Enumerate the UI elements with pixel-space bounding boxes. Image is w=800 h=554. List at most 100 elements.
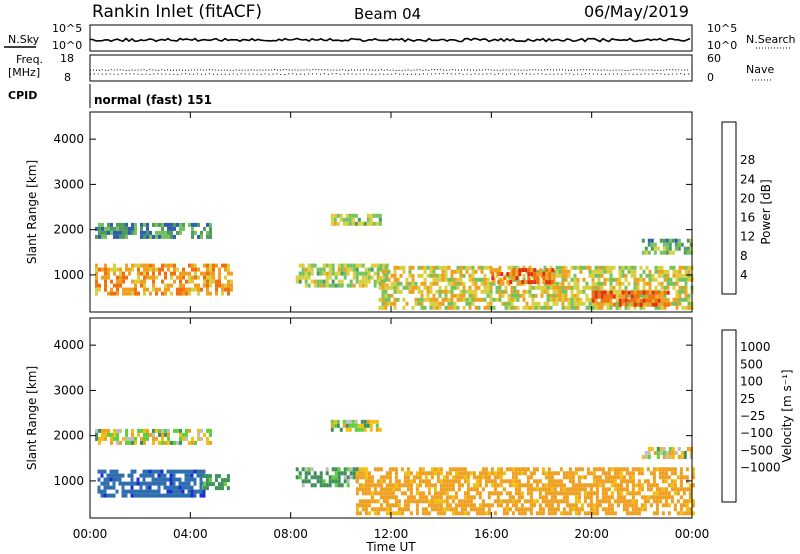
velocity-cell [619,471,623,476]
velocity-cell [547,475,551,480]
velocity-cell [460,483,464,488]
velocity-cell [517,487,521,492]
velocity-cell [451,475,455,480]
velocity-cell [445,479,449,484]
velocity-cell [505,467,509,472]
power-cell [227,283,230,288]
power-cell [609,290,613,295]
power-cell [591,294,595,299]
velocity-cell [330,423,334,428]
velocity-cell [613,467,617,472]
velocity-cell [151,469,155,474]
velocity-cell [361,507,365,512]
power-cell [447,265,451,270]
power-cell [215,279,218,284]
velocity-cell [490,503,494,508]
velocity-cell [121,473,125,478]
velocity-cell [202,489,206,494]
power-cell [110,267,113,272]
velocity-cell [322,483,326,488]
velocity-cell [586,471,590,476]
velocity-cell [364,503,368,508]
power-cell [600,290,604,295]
velocity-cell [580,503,584,508]
velocity-cell [181,493,185,498]
cpid-label: CPID [8,89,37,102]
power-cell [483,265,487,270]
velocity-cell [223,478,227,483]
velocity-cell [463,507,467,512]
power-cell [666,281,670,286]
velocity-cell [131,432,134,437]
power-cell [438,305,442,310]
velocity-cell [442,511,446,516]
power-cell [113,263,116,268]
power-cell [689,242,693,247]
power-cell [468,273,472,278]
power-cell [125,267,128,272]
velocity-ytick-label: 4000 [53,338,84,352]
power-cell [101,226,104,231]
velocity-cell [179,432,182,437]
power-cell [459,289,463,294]
power-cell [603,265,607,270]
velocity-cell [475,483,479,488]
velocity-cell [367,475,371,480]
velocity-cell [622,503,626,508]
velocity-cell [691,471,695,476]
velocity-cell [601,487,605,492]
power-cell [624,305,628,310]
power-cell [518,268,522,273]
power-cell [597,281,601,286]
velocity-cell [382,475,386,480]
velocity-cell [481,471,485,476]
power-cell [609,297,613,302]
power-cell [533,268,537,273]
velocity-cell [619,491,623,496]
power-cell [420,293,424,298]
power-cell [393,269,397,274]
power-cell [618,269,622,274]
velocity-cell [310,483,314,488]
velocity-cell [137,432,140,437]
velocity-cell [131,428,134,433]
power-cell [486,293,490,298]
power-cell [355,263,359,268]
power-cell [399,289,403,294]
power-cell [104,271,107,276]
power-cell [483,305,487,310]
power-cell [399,273,403,278]
power-cell [480,265,484,270]
power-cell [435,305,439,310]
power-cell [681,289,685,294]
velocity-cell [607,467,611,472]
velocity-cell [646,467,650,472]
velocity-cell [673,507,677,512]
power-cell [164,234,167,239]
velocity-cell [313,475,317,480]
velocity-cell [520,511,524,516]
power-cell [316,267,320,272]
power-cell [597,290,601,295]
power-cell [384,289,388,294]
power-cell [134,291,137,296]
power-cell [435,273,439,278]
velocity-cell [433,503,437,508]
velocity-cell [361,483,365,488]
velocity-cell [406,475,410,480]
velocity-cell [562,495,566,500]
velocity-cell [418,467,422,472]
power-cell [627,269,631,274]
velocity-cell [454,507,458,512]
velocity-cell [448,495,452,500]
velocity-cell [394,503,398,508]
power-cell [561,305,565,310]
power-cell [561,277,565,282]
power-cell [570,289,574,294]
velocity-cell [136,493,140,498]
power-cell [633,290,637,295]
power-cell [298,263,302,268]
velocity-cell [112,473,116,478]
velocity-cell [553,471,557,476]
power-cell [396,265,400,270]
